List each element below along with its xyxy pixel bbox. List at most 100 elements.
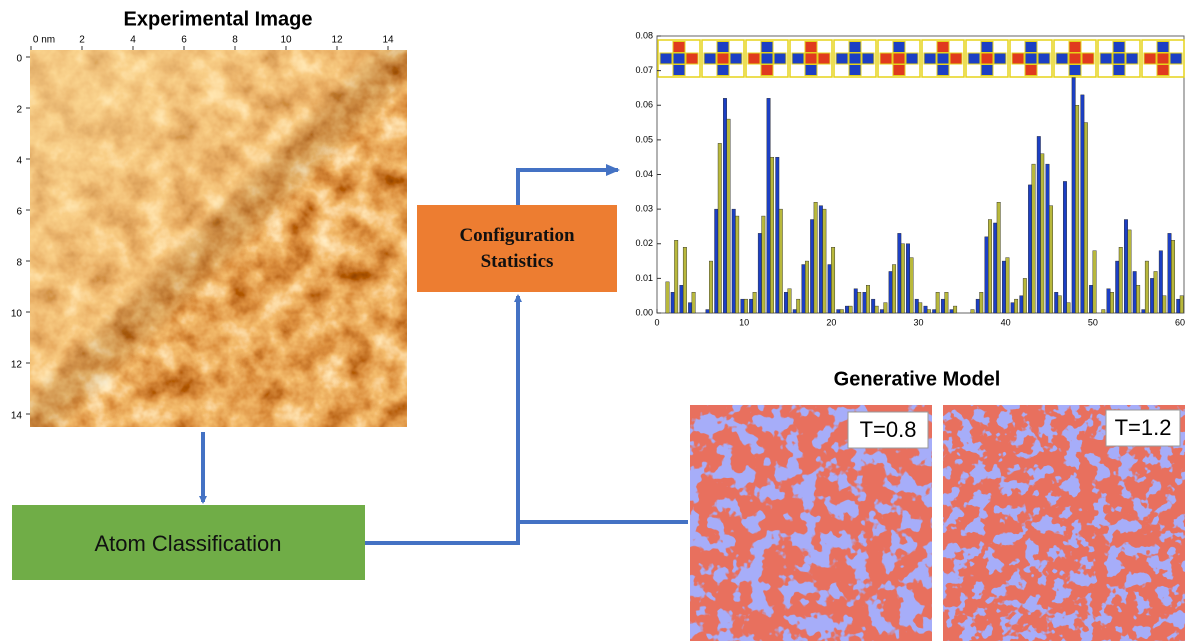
bar: [732, 209, 735, 313]
config-cell: [704, 53, 716, 64]
bar: [692, 292, 695, 313]
bar: [819, 206, 822, 313]
bar: [796, 299, 799, 313]
bar: [1119, 247, 1122, 313]
config-cell: [937, 53, 949, 64]
bar: [884, 303, 887, 313]
config-cell: [1012, 53, 1024, 64]
bar: [1014, 299, 1017, 313]
bar: [805, 261, 808, 313]
config-cell: [1069, 65, 1081, 76]
stm-image: [30, 50, 407, 427]
bar: [718, 143, 721, 313]
temperature-label: T=0.8: [860, 417, 917, 442]
y-tick-label: 10: [11, 309, 23, 320]
bar: [770, 157, 773, 313]
bar: [910, 258, 913, 313]
x-tick-label: 10: [280, 35, 292, 46]
config-cell: [1025, 42, 1037, 53]
config-cell: [717, 42, 729, 53]
config-cell: [660, 53, 672, 64]
config-cell: [686, 53, 698, 64]
bar: [767, 98, 770, 313]
config-cell: [981, 53, 993, 64]
x-tick-label: 0: [654, 317, 659, 327]
bar: [1032, 164, 1035, 313]
config-cell: [1025, 65, 1037, 76]
bar: [985, 237, 988, 313]
bar: [840, 310, 843, 313]
bar: [976, 299, 979, 313]
bar: [1142, 310, 1145, 313]
bar: [1159, 251, 1162, 313]
simulation-panel: T=1.2: [943, 405, 1185, 641]
bar: [753, 292, 756, 313]
config-cell: [893, 53, 905, 64]
bar: [837, 310, 840, 313]
box-label-wrap: Configuration Statistics: [422, 210, 612, 287]
bar: [906, 244, 909, 313]
config-cell: [981, 42, 993, 53]
bar: [762, 216, 765, 313]
bar: [1177, 299, 1180, 313]
panel-title: Generative Model: [834, 368, 1001, 390]
config-cell: [818, 53, 830, 64]
bar: [1102, 310, 1105, 313]
y-tick-label: 2: [16, 105, 22, 116]
bar: [1133, 271, 1136, 313]
config-cell: [805, 65, 817, 76]
x-tick-label: 20: [826, 317, 836, 327]
bar: [1037, 136, 1040, 313]
x-tick-label: 14: [382, 35, 394, 46]
config-cell: [924, 53, 936, 64]
bar: [1006, 258, 1009, 313]
config-cell: [1056, 53, 1068, 64]
bar: [901, 244, 904, 313]
bar: [857, 292, 860, 313]
bar: [749, 299, 752, 313]
config-cell: [849, 53, 861, 64]
config-cell: [717, 53, 729, 64]
bar: [723, 98, 726, 313]
bar: [1081, 95, 1084, 313]
y-tick-label: 0.00: [635, 307, 653, 317]
bar: [854, 289, 857, 313]
config-cell: [1113, 53, 1125, 64]
x-tick-label: 60: [1175, 317, 1185, 327]
config-cell: [968, 53, 980, 64]
config-cell: [1025, 53, 1037, 64]
box-label: Atom Classification: [94, 531, 281, 556]
config-cell: [981, 65, 993, 76]
x-tick-label: 40: [1001, 317, 1011, 327]
bar: [924, 306, 927, 313]
config-cell: [1157, 65, 1169, 76]
bar: [889, 271, 892, 313]
bar: [1067, 303, 1070, 313]
bar: [849, 306, 852, 313]
config-cell: [836, 53, 848, 64]
box-label: Configuration Statistics: [422, 210, 612, 287]
bar: [971, 310, 974, 313]
bar: [727, 119, 730, 313]
config-cell: [673, 53, 685, 64]
panel-title: Experimental Image: [124, 8, 313, 30]
config-cell: [893, 42, 905, 53]
x-tick-label: 6: [181, 35, 187, 46]
stm-highlight: [30, 50, 407, 427]
bar: [1180, 296, 1183, 313]
y-tick-label: 6: [16, 207, 22, 218]
bar: [988, 220, 991, 313]
config-cell: [717, 65, 729, 76]
bar: [941, 299, 944, 313]
x-tick-label: 8: [232, 35, 238, 46]
config-cell: [730, 53, 742, 64]
bar: [1150, 278, 1153, 313]
bar: [880, 310, 883, 313]
config-cell: [880, 53, 892, 64]
bar: [671, 292, 674, 313]
config-cell: [849, 65, 861, 76]
config-cell: [761, 53, 773, 64]
y-tick-label: 0.03: [635, 204, 653, 214]
bar: [1075, 105, 1078, 313]
config-cell: [1038, 53, 1050, 64]
